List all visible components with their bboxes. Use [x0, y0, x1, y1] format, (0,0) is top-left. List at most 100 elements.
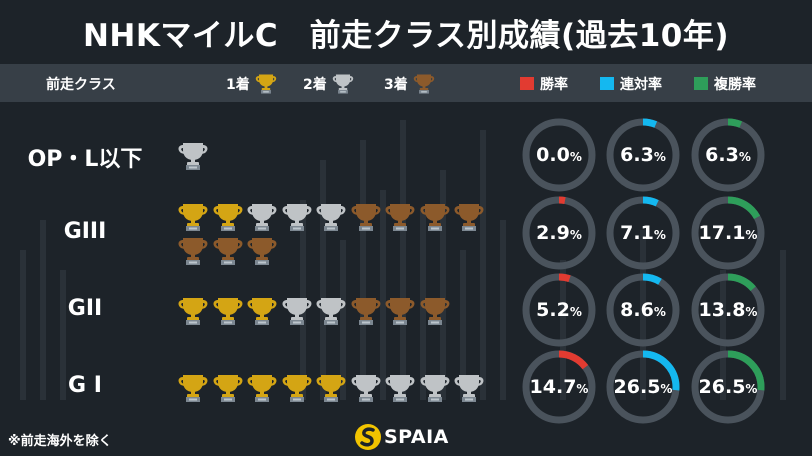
legend-first-label: 1着	[226, 77, 250, 93]
legend-show-label: 複勝率	[714, 77, 756, 93]
gold-trophy-icon	[211, 295, 245, 325]
place-rate-donut: 8.6%	[606, 273, 680, 347]
rate-number: 0.0	[536, 144, 570, 166]
place-rate-donut: 26.5%	[606, 350, 680, 424]
percent-unit: %	[569, 150, 582, 164]
row-label: OP・L以下	[27, 147, 143, 172]
show-rate-arc	[691, 196, 765, 270]
spaia-logo-icon	[355, 424, 381, 450]
percent-unit: %	[569, 228, 582, 242]
gold-trophy-icon	[176, 295, 210, 325]
row-label: G I	[68, 373, 102, 398]
percent-unit: %	[653, 305, 666, 319]
bronze-trophy-icon	[211, 235, 245, 265]
silver-trophy-icon	[280, 201, 314, 231]
rate-number: 26.5	[698, 376, 746, 398]
legend-place-swatch	[600, 77, 614, 90]
show-rate-value: 6.3%	[691, 144, 765, 166]
percent-unit: %	[653, 150, 666, 164]
bronze-trophy-icon	[383, 201, 417, 231]
place-rate-value: 8.6%	[606, 299, 680, 321]
legend-gold-trophy-icon	[254, 71, 278, 95]
silver-trophy-icon	[280, 295, 314, 325]
rate-number: 5.2	[536, 299, 570, 321]
legend-place-label: 連対率	[620, 77, 662, 93]
show-rate-value: 17.1%	[691, 222, 765, 244]
percent-unit: %	[745, 382, 758, 396]
rate-number: 17.1	[698, 222, 746, 244]
place-rate-value: 6.3%	[606, 144, 680, 166]
silver-trophy-icon	[314, 201, 348, 231]
rate-number: 14.7	[529, 376, 577, 398]
win-rate-donut: 5.2%	[522, 273, 596, 347]
percent-unit: %	[569, 305, 582, 319]
win-rate-arc	[522, 350, 596, 424]
bronze-trophy-icon	[349, 201, 383, 231]
chart-title: NHKマイルC 前走クラス別成績(過去10年)	[0, 0, 812, 64]
gold-trophy-icon	[211, 201, 245, 231]
silver-trophy-icon	[349, 372, 383, 402]
gold-trophy-icon	[314, 372, 348, 402]
legend-third-label: 3着	[384, 77, 408, 93]
win-rate-donut: 0.0%	[522, 118, 596, 192]
show-rate-arc	[691, 350, 765, 424]
spaia-logo: SPAIA	[354, 418, 464, 454]
silver-trophy-icon	[314, 295, 348, 325]
legend-bronze-trophy-icon	[412, 71, 436, 95]
gold-trophy-icon	[245, 295, 279, 325]
rate-number: 26.5	[613, 376, 661, 398]
rate-number: 8.6	[620, 299, 654, 321]
bronze-trophy-icon	[349, 295, 383, 325]
silver-trophy-icon	[383, 372, 417, 402]
rate-number: 6.3	[705, 144, 739, 166]
place-rate-value: 26.5%	[606, 376, 680, 398]
percent-unit: %	[745, 305, 758, 319]
place-rate-arc	[606, 118, 680, 192]
silver-trophy-icon	[245, 201, 279, 231]
rate-number: 6.3	[620, 144, 654, 166]
win-rate-value: 14.7%	[522, 376, 596, 398]
donut-track	[522, 118, 596, 192]
bronze-trophy-icon	[418, 295, 452, 325]
gold-trophy-icon	[280, 372, 314, 402]
show-rate-donut: 13.8%	[691, 273, 765, 347]
show-rate-donut: 17.1%	[691, 196, 765, 270]
show-rate-donut: 6.3%	[691, 118, 765, 192]
percent-unit: %	[745, 228, 758, 242]
place-rate-donut: 7.1%	[606, 196, 680, 270]
legend-second-label: 2着	[303, 77, 327, 93]
gold-trophy-icon	[211, 372, 245, 402]
bronze-trophy-icon	[418, 201, 452, 231]
percent-unit: %	[660, 382, 673, 396]
class-column-header: 前走クラス	[46, 77, 116, 93]
silver-trophy-icon	[452, 372, 486, 402]
rate-number: 13.8	[698, 299, 746, 321]
legend-win-swatch	[520, 77, 534, 90]
bronze-trophy-icon	[452, 201, 486, 231]
row-label: GII	[67, 296, 103, 321]
place-rate-arc	[606, 350, 680, 424]
win-rate-arc	[522, 273, 596, 347]
gold-trophy-icon	[176, 201, 210, 231]
show-rate-donut: 26.5%	[691, 350, 765, 424]
gold-trophy-icon	[176, 372, 210, 402]
bronze-trophy-icon	[245, 235, 279, 265]
row-label: GIII	[63, 219, 107, 244]
silver-trophy-icon	[418, 372, 452, 402]
win-rate-donut: 2.9%	[522, 196, 596, 270]
win-rate-value: 0.0%	[522, 144, 596, 166]
percent-unit: %	[653, 228, 666, 242]
place-rate-donut: 6.3%	[606, 118, 680, 192]
legend-show-swatch	[694, 77, 708, 90]
show-rate-arc	[691, 118, 765, 192]
bronze-trophy-icon	[176, 235, 210, 265]
percent-unit: %	[738, 150, 751, 164]
show-rate-value: 26.5%	[691, 376, 765, 398]
rate-number: 2.9	[536, 222, 570, 244]
place-rate-value: 7.1%	[606, 222, 680, 244]
legend-bar: 前走クラス 1着 2着 3着 勝率 連対率 複勝率	[0, 64, 812, 102]
win-rate-donut: 14.7%	[522, 350, 596, 424]
silver-trophy-icon	[176, 140, 210, 170]
legend-silver-trophy-icon	[331, 71, 355, 95]
win-rate-value: 5.2%	[522, 299, 596, 321]
